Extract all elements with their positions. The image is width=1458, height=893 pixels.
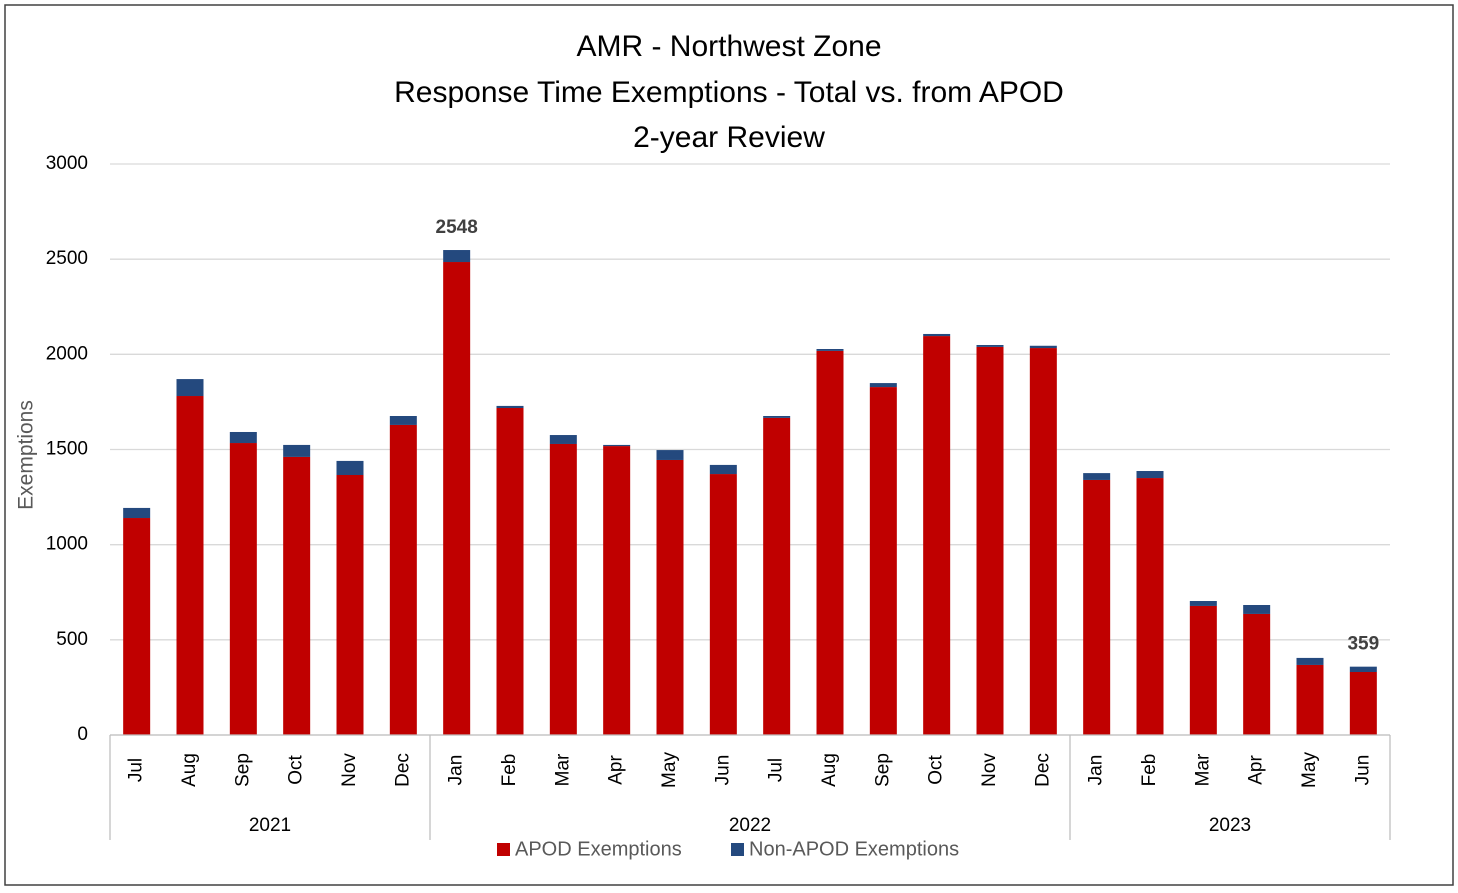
group-label: 2022 [729,815,771,836]
x-tick-label: Jul [766,758,787,782]
bar-segment [123,507,151,519]
bar-segment [389,424,417,735]
bar-segment [976,346,1004,735]
x-tick-label: Feb [499,754,520,787]
x-tick-label: Dec [392,753,413,787]
bar-segment [443,250,471,263]
bar-segment [123,518,151,735]
data-label: 2548 [436,217,478,238]
y-tick-label: 3000 [46,153,88,174]
bar-segment [869,387,897,735]
x-tick-label: Feb [1139,754,1160,787]
bar-segment [496,408,524,735]
chart-title: AMR - Northwest Zone [576,30,881,63]
x-tick-label: Nov [339,753,360,787]
x-tick-label: Jan [1086,755,1107,786]
bar-segment [869,383,897,388]
bar-segment [1243,613,1271,735]
bar-segment [496,405,524,409]
bar-segment [923,336,951,735]
x-tick-label: Oct [286,755,307,785]
chart-title: Response Time Exemptions - Total vs. fro… [394,76,1064,109]
group-label: 2023 [1209,815,1251,836]
bar-segment [336,460,364,476]
x-tick-label: Jan [446,755,467,786]
bar-segment [603,444,631,447]
bar-segment [1029,345,1057,349]
legend-swatch [497,843,510,856]
bar-segment [336,475,364,735]
x-tick-label: Nov [979,753,1000,787]
bar-segment [1189,601,1217,606]
bar-segment [816,350,844,735]
legend-swatch [731,843,744,856]
bar-segment [229,431,257,444]
x-tick-label: Apr [606,755,627,785]
x-tick-label: Apr [1246,755,1267,785]
bar-segment [1296,664,1324,735]
x-tick-label: Mar [552,753,573,786]
bar-segment [1136,478,1164,735]
x-tick-label: Oct [926,755,947,785]
x-tick-label: Jun [1352,755,1373,786]
y-tick-label: 1000 [46,534,88,555]
bar-segment [709,464,737,475]
y-tick-label: 2000 [46,343,88,364]
bar-segment [763,417,791,735]
x-tick-label: May [659,752,680,788]
x-tick-label: Aug [819,753,840,787]
bar-segment [603,446,631,735]
y-axis-label: Exemptions [15,400,38,510]
bar-segment [549,443,577,735]
bar-segment [1189,605,1217,735]
bar-segment [1349,666,1377,672]
bar-segment [923,333,951,337]
x-tick-label: Aug [179,753,200,787]
bar-segment [443,262,471,735]
x-tick-label: Sep [232,753,253,787]
bar-segment [1136,471,1164,479]
bar-segment [283,456,311,735]
bar-segment [816,349,844,351]
legend-label: APOD Exemptions [515,838,682,860]
bar-segment [389,416,417,425]
bar-segment [1083,473,1111,480]
chart-title: 2-year Review [633,121,825,154]
bar-segment [176,396,204,735]
data-label: 359 [1347,634,1379,655]
x-tick-label: Dec [1032,753,1053,787]
bar-segment [229,443,257,735]
y-tick-label: 2500 [46,248,88,269]
bar-segment [656,459,684,735]
bar-segment [763,416,791,418]
x-tick-label: Jul [126,758,147,782]
bar-segment [176,379,204,397]
bar-segment [976,345,1004,347]
x-tick-label: Mar [1192,753,1213,786]
group-label: 2021 [249,815,291,836]
x-tick-label: May [1299,752,1320,788]
bar-segment [549,435,577,444]
y-tick-label: 1500 [46,439,88,460]
bar-segment [1243,605,1271,614]
bar-segment [656,450,684,460]
legend-label: Non-APOD Exemptions [749,838,959,860]
x-tick-label: Jun [712,755,733,786]
y-tick-label: 0 [77,724,88,745]
bar-segment [709,474,737,735]
bar-segment [1349,671,1377,735]
bar-segment [1083,479,1111,735]
x-tick-label: Sep [872,753,893,787]
y-tick-label: 500 [56,629,88,650]
bar-segment [1029,348,1057,735]
bar-segment [283,444,311,457]
bar-segment [1296,657,1324,665]
